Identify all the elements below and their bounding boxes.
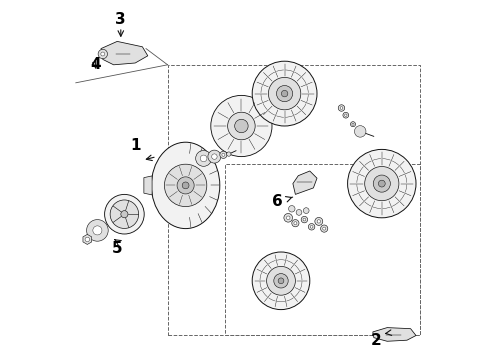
Circle shape	[196, 150, 212, 166]
Circle shape	[292, 220, 299, 227]
Circle shape	[222, 153, 225, 156]
Circle shape	[315, 217, 323, 225]
Polygon shape	[373, 328, 416, 341]
Circle shape	[373, 175, 391, 192]
Circle shape	[296, 210, 302, 215]
Circle shape	[235, 119, 248, 133]
Circle shape	[121, 211, 128, 218]
Circle shape	[301, 216, 308, 223]
Circle shape	[200, 155, 207, 162]
Circle shape	[317, 220, 320, 223]
Circle shape	[85, 237, 90, 242]
Circle shape	[87, 220, 108, 241]
Circle shape	[274, 274, 288, 288]
Circle shape	[104, 194, 144, 234]
Circle shape	[227, 152, 231, 156]
Circle shape	[343, 112, 349, 118]
Text: 3: 3	[116, 12, 126, 27]
Circle shape	[320, 225, 328, 232]
Circle shape	[182, 182, 189, 189]
Circle shape	[281, 90, 288, 97]
Circle shape	[310, 225, 313, 228]
Polygon shape	[144, 176, 152, 195]
Circle shape	[352, 123, 354, 125]
Polygon shape	[293, 171, 317, 194]
Circle shape	[340, 107, 343, 109]
Circle shape	[378, 180, 385, 187]
Polygon shape	[83, 234, 92, 244]
Circle shape	[278, 278, 284, 284]
Circle shape	[308, 224, 315, 230]
Circle shape	[98, 49, 107, 59]
Circle shape	[347, 149, 416, 218]
Text: 1: 1	[130, 138, 141, 153]
Circle shape	[208, 150, 221, 163]
Circle shape	[252, 61, 317, 126]
Circle shape	[276, 85, 293, 102]
Circle shape	[177, 177, 194, 194]
Circle shape	[284, 213, 293, 222]
Circle shape	[303, 218, 306, 221]
Circle shape	[323, 227, 326, 230]
Text: 2: 2	[371, 333, 382, 348]
Circle shape	[220, 151, 227, 158]
Text: 6: 6	[272, 194, 283, 209]
Circle shape	[354, 126, 366, 137]
Circle shape	[344, 114, 347, 116]
Ellipse shape	[151, 142, 220, 229]
Circle shape	[294, 222, 297, 225]
Circle shape	[252, 252, 310, 310]
Circle shape	[110, 200, 139, 229]
Circle shape	[165, 164, 207, 207]
Circle shape	[101, 52, 105, 56]
Circle shape	[93, 226, 102, 235]
Text: 5: 5	[112, 241, 122, 256]
Circle shape	[286, 216, 290, 220]
Circle shape	[211, 95, 272, 157]
Circle shape	[303, 208, 309, 213]
Circle shape	[338, 105, 345, 111]
Circle shape	[289, 206, 295, 212]
Circle shape	[365, 166, 399, 201]
Circle shape	[228, 112, 255, 140]
Circle shape	[269, 77, 301, 110]
Polygon shape	[101, 41, 148, 65]
Circle shape	[212, 154, 217, 159]
Circle shape	[267, 266, 295, 295]
Text: 4: 4	[90, 57, 101, 72]
Circle shape	[350, 122, 356, 127]
